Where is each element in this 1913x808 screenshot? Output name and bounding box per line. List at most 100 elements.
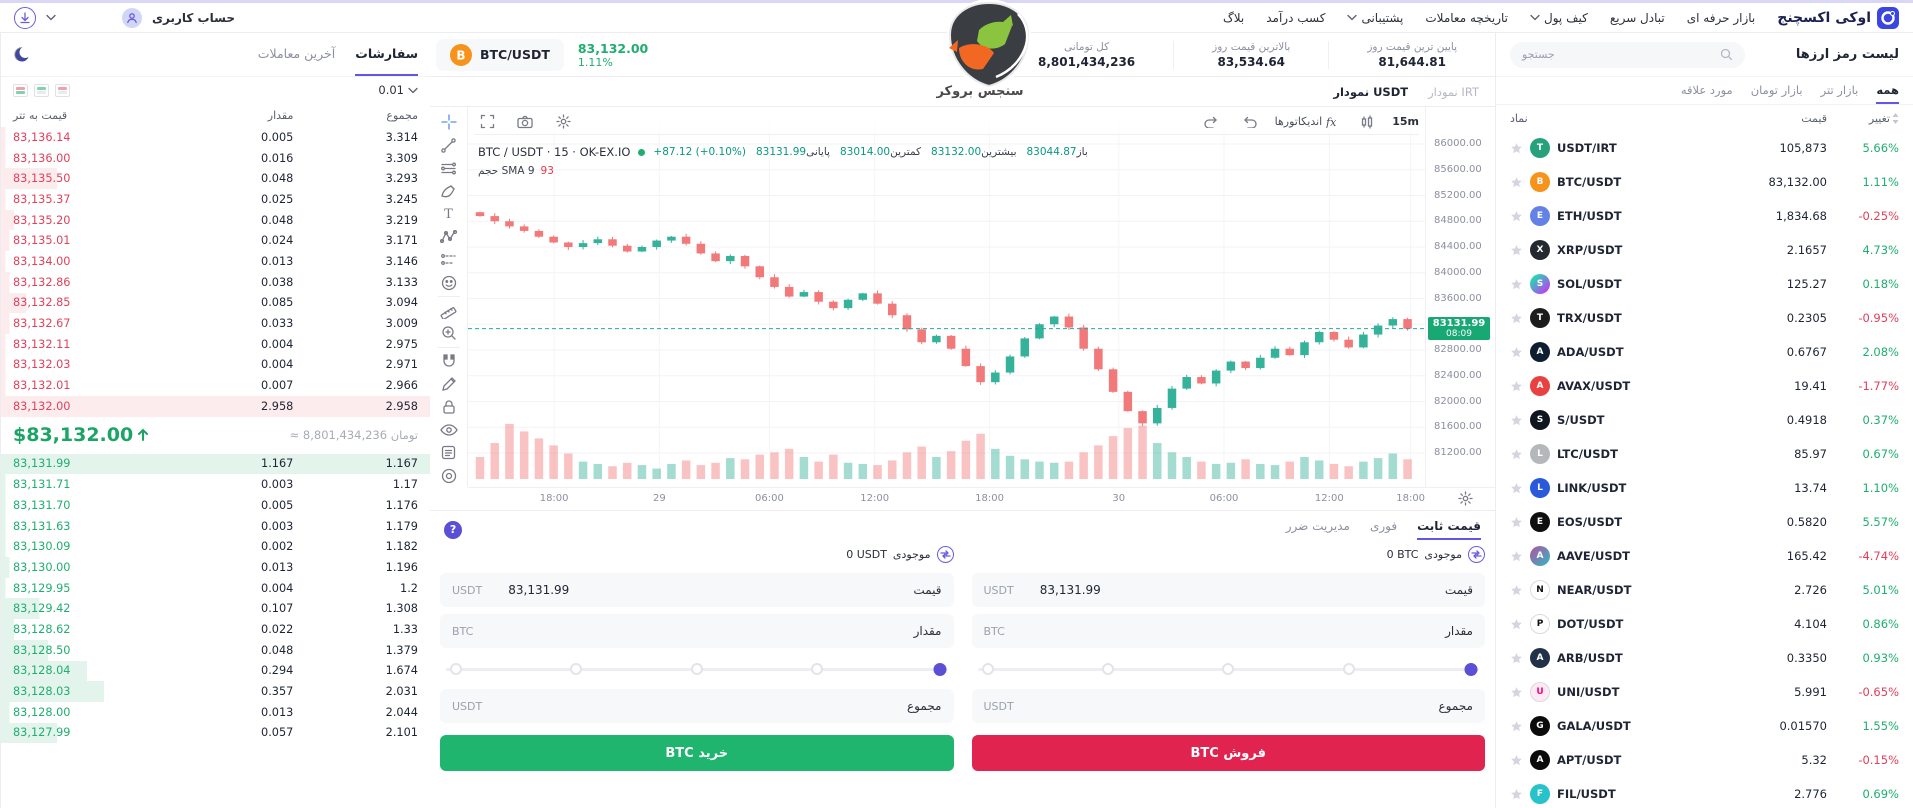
sell-total-field[interactable]: مجموع USDT [971, 689, 1485, 723]
view-both-icon[interactable] [13, 83, 28, 97]
pair-row[interactable]: A AAVE/USDT 165.42 -4.74% [1496, 539, 1913, 573]
smiley-tool-icon[interactable] [436, 271, 462, 294]
sell-price-field[interactable]: قیمت 83,131.99 USDT [971, 573, 1485, 607]
pair-row[interactable]: A AVAX/USDT 19.41 -1.77% [1496, 369, 1913, 403]
chart-currency-tab[interactable]: نمودار USDT [1333, 84, 1409, 99]
favorite-star-icon[interactable] [1510, 686, 1523, 699]
swap-icon[interactable] [936, 545, 954, 563]
candle-style-icon[interactable] [1354, 110, 1380, 134]
order-type-tab[interactable]: مدیریت ضرر [1285, 519, 1350, 533]
order-type-tab[interactable]: فوری [1369, 519, 1398, 533]
view-bids-icon[interactable] [34, 83, 49, 97]
forecast-tool-icon[interactable] [436, 248, 462, 271]
pair-row[interactable]: X XRP/USDT 2.1657 4.73% [1496, 233, 1913, 267]
buy-button[interactable]: خرید BTC [440, 735, 954, 771]
tree-tool-icon[interactable] [436, 441, 462, 464]
slider-thumb[interactable] [933, 662, 947, 676]
time-axis[interactable]: 18:00 29 06:00 12:00 18:00 30 06:00 12:00 18:00 [468, 487, 1495, 510]
bid-row[interactable]: 83,128.04 0.294 1.674 [1, 660, 430, 682]
pair-row[interactable]: T TRX/USDT 0.2305 -0.95% [1496, 301, 1913, 335]
pair-row[interactable]: E ETH/USDT 1,834.68 -0.25% [1496, 199, 1913, 233]
pair-row[interactable]: U UNI/USDT 5.991 -0.65% [1496, 675, 1913, 709]
bid-row[interactable]: 83,128.03 0.357 2.031 [1, 681, 430, 702]
bid-row[interactable]: 83,128.00 0.013 2.044 [1, 701, 430, 723]
pair-row[interactable]: B BTC/USDT 83,132.00 1.11% [1496, 165, 1913, 199]
orderbook-tab[interactable]: سفارشات [355, 33, 418, 76]
bid-row[interactable]: 83,131.99 1.167 1.167 [1, 453, 430, 475]
ask-row[interactable]: 83,135.37 0.025 3.245 [1, 189, 430, 210]
favorite-star-icon[interactable] [1510, 380, 1523, 393]
favorite-star-icon[interactable] [1510, 788, 1523, 801]
pair-row[interactable]: N NEAR/USDT 2.726 5.01% [1496, 573, 1913, 607]
search-input[interactable]: جستجو [1510, 41, 1745, 68]
time-axis-settings-icon[interactable] [1458, 491, 1473, 506]
help-icon[interactable]: ? [444, 520, 462, 539]
channel-tool-icon[interactable] [436, 157, 462, 180]
indicators-button[interactable]: اندیکاتورها fx [1275, 115, 1343, 128]
zoomin-tool-icon[interactable] [436, 322, 462, 345]
pair-row[interactable]: E EOS/USDT 0.5820 5.57% [1496, 505, 1913, 539]
bid-row[interactable]: 83,129.42 0.107 1.308 [1, 598, 430, 620]
market-tab[interactable]: همه [1876, 77, 1899, 104]
chart-currency-tab[interactable]: نمودار IRT [1428, 84, 1479, 99]
pair-row[interactable]: G GALA/USDT 0.01570 1.55% [1496, 709, 1913, 743]
text-tool-icon[interactable]: T [436, 203, 462, 226]
nav-link[interactable]: تبادل سریع [1609, 10, 1665, 25]
order-type-tab[interactable]: قیمت ثابت [1417, 519, 1481, 540]
fullscreen-icon[interactable] [474, 110, 500, 134]
slider-thumb[interactable] [1464, 662, 1478, 676]
pencil-tool-icon[interactable] [436, 373, 462, 396]
pair-row[interactable]: A APT/USDT 5.32 -0.15% [1496, 743, 1913, 777]
favorite-star-icon[interactable] [1510, 414, 1523, 427]
chart-settings-icon[interactable] [550, 110, 576, 134]
favorite-star-icon[interactable] [1510, 754, 1523, 767]
ask-row[interactable]: 83,132.86 0.038 3.133 [1, 271, 430, 293]
price-axis[interactable]: 83131.99 08:09 86000.00 85600.00 85200.00 8… [1425, 107, 1495, 487]
nav-link[interactable]: بلاگ [1223, 10, 1245, 25]
ask-row[interactable]: 83,135.50 0.048 3.293 [1, 168, 430, 190]
ask-row[interactable]: 83,132.01 0.007 2.966 [1, 375, 430, 396]
nav-link[interactable]: کسب درآمد [1266, 10, 1326, 25]
ask-row[interactable]: 83,132.11 0.004 2.975 [1, 333, 430, 355]
favorite-star-icon[interactable] [1510, 278, 1523, 291]
buy-amount-field[interactable]: مقدار BTC [440, 614, 954, 648]
target-tool-icon[interactable] [436, 464, 462, 487]
bid-row[interactable]: 83,130.09 0.002 1.182 [1, 536, 430, 558]
bid-row[interactable]: 83,129.95 0.004 1.2 [1, 577, 430, 599]
bid-row[interactable]: 83,128.50 0.048 1.379 [1, 639, 430, 661]
pair-row[interactable]: L LTC/USDT 85.97 0.67% [1496, 437, 1913, 471]
ask-row[interactable]: 83,134.00 0.013 3.146 [1, 251, 430, 272]
lock-tool-icon[interactable] [436, 396, 462, 419]
favorite-star-icon[interactable] [1510, 142, 1523, 155]
view-asks-icon[interactable] [55, 83, 70, 97]
pattern-tool-icon[interactable] [436, 225, 462, 248]
pair-row[interactable]: S SOL/USDT 125.27 0.18% [1496, 267, 1913, 301]
redo-icon[interactable] [1199, 110, 1225, 134]
favorite-star-icon[interactable] [1510, 176, 1523, 189]
favorite-star-icon[interactable] [1510, 618, 1523, 631]
market-tab[interactable]: مورد علاقه [1680, 82, 1733, 97]
bid-row[interactable]: 83,131.63 0.003 1.179 [1, 515, 430, 537]
sell-button[interactable]: فروش BTC [971, 735, 1485, 771]
account-menu[interactable]: حساب کاربری [152, 10, 235, 25]
dark-mode-icon[interactable] [13, 46, 30, 63]
favorite-star-icon[interactable] [1510, 210, 1523, 223]
favorite-star-icon[interactable] [1510, 516, 1523, 529]
trendline-tool-icon[interactable] [436, 134, 462, 157]
ask-row[interactable]: 83,132.67 0.033 3.009 [1, 313, 430, 334]
ask-row[interactable]: 83,136.00 0.016 3.309 [1, 147, 430, 169]
favorite-star-icon[interactable] [1510, 652, 1523, 665]
favorite-star-icon[interactable] [1510, 584, 1523, 597]
ask-row[interactable]: 83,132.85 0.085 3.094 [1, 292, 430, 314]
bid-row[interactable]: 83,128.62 0.022 1.33 [1, 619, 430, 640]
eye-tool-icon[interactable] [436, 418, 462, 441]
market-tab[interactable]: بازار تتر [1820, 82, 1859, 97]
crosshair-tool-icon[interactable] [436, 111, 462, 134]
pair-row[interactable]: L LINK/USDT 13.74 1.10% [1496, 471, 1913, 505]
bid-row[interactable]: 83,127.99 0.057 2.101 [1, 722, 430, 744]
pair-row[interactable]: S S/USDT 0.4918 0.37% [1496, 403, 1913, 437]
buy-total-field[interactable]: مجموع USDT [440, 689, 954, 723]
bid-row[interactable]: 83,130.00 0.013 1.196 [1, 557, 430, 578]
orderbook-tab[interactable]: آخرین معاملات [257, 46, 336, 61]
brand-logo[interactable]: اوکی اکسچنج [1777, 6, 1899, 29]
